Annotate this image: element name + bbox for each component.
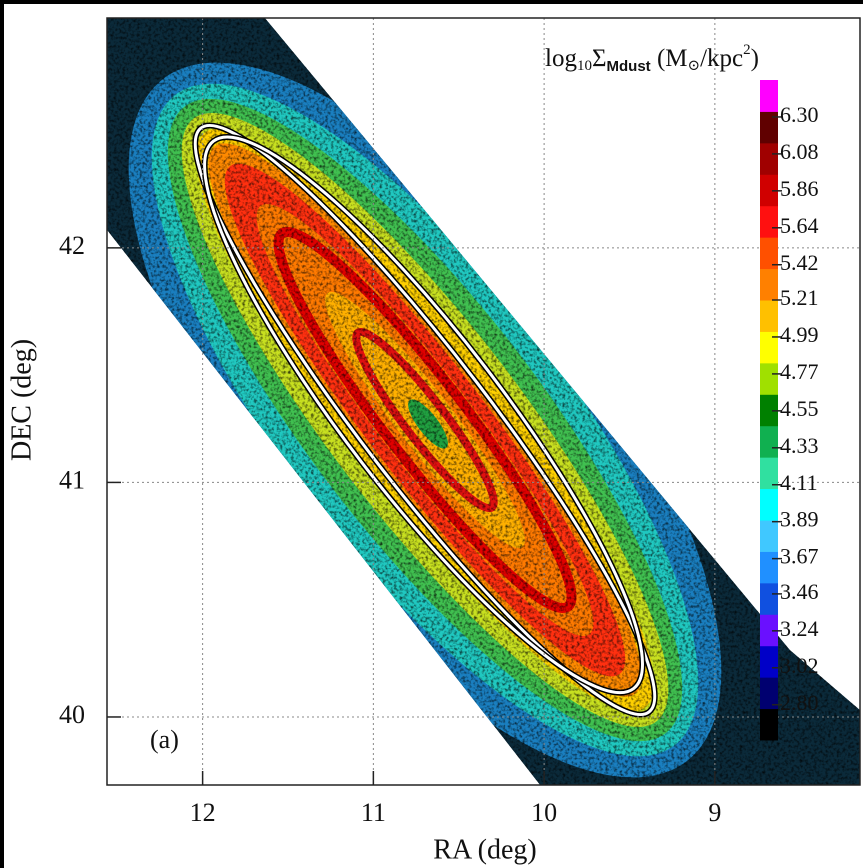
colorbar-tick-label: 4.99 [780,322,819,347]
colorbar-tick-label: 5.42 [780,250,819,275]
x-tick-label: 11 [361,798,386,827]
colorbar-tick-label: 2.80 [780,690,819,715]
colorbar-label: log10ΣMdust (M⊙/kpc2) [545,42,759,75]
colorbar-tick-label: 3.02 [780,653,819,678]
colorbar-tick-label: 5.64 [780,213,819,238]
colorbar-tick-label: 4.11 [780,470,818,495]
y-tick-label: 40 [59,700,85,729]
x-tick-label: 12 [190,798,216,827]
colorbar-band [760,268,778,301]
colorbar-tick-label: 6.30 [780,102,819,127]
y-axis-label: DEC (deg) [6,339,37,461]
colorbar-band [760,300,778,332]
colorbar-band [760,708,778,741]
y-tick-label: 41 [59,465,85,494]
colorbar-tick-label: 5.86 [780,176,819,201]
colorbar-band [760,677,778,710]
colorbar-band [760,142,778,175]
colorbar-band [760,551,778,584]
colorbar-band [760,520,778,552]
colorbar-band [760,394,778,427]
colorbar-band [760,645,778,678]
colorbar-tick-label: 6.08 [780,139,819,164]
y-tick-label: 42 [59,231,85,260]
colorbar-band [760,237,778,270]
annotation: (a) [150,725,179,754]
colorbar-tick-label: 3.67 [780,544,819,569]
axes: 12 11 10 9 40 41 42 2.80 3.02 3.24 3.46 3.67 3.89 4.1… [59,18,860,827]
colorbar-band [760,205,778,238]
colorbar-band [760,457,778,490]
colorbar-band [760,111,778,144]
colorbar-band [760,582,778,615]
colorbar-tick-label: 3.24 [780,616,819,641]
colorbar-band [760,80,778,112]
x-tick-label: 9 [708,798,721,827]
colorbar-band [760,331,778,364]
colorbar-band [760,362,778,395]
colorbar-band [760,614,778,647]
colorbar-tick-label: 4.77 [780,359,819,384]
colorbar-band [760,174,778,207]
colorbar-tick-label: 5.21 [780,285,819,310]
x-tick-label: 10 [531,798,557,827]
x-axis-label: RA (deg) [433,834,536,865]
colorbar-tick-label: 3.46 [780,579,819,604]
colorbar-tick-label: 3.89 [780,507,819,532]
contours [192,122,658,718]
colorbar-band [760,488,778,521]
colorbar-band [760,425,778,458]
plot-frame [106,17,861,786]
colorbar-tick-label: 4.55 [780,396,819,421]
colorbar-tick-label: 4.33 [780,433,819,458]
